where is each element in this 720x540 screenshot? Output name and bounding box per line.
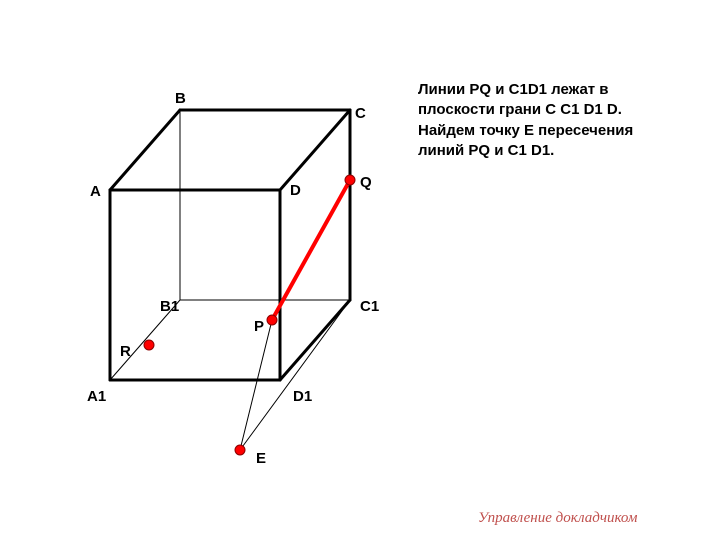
vertex-label: B	[175, 90, 186, 107]
description-text: Линии PQ и C1D1 лежат в плоскости грани …	[418, 80, 678, 161]
vertex-label: D1	[293, 388, 312, 405]
vertex-label: B1	[160, 298, 179, 315]
presenter-control[interactable]: Управление докладчиком	[478, 510, 637, 527]
vertex-label: P	[254, 318, 264, 335]
vertex-label: A1	[87, 388, 106, 405]
vertex-label: C	[355, 105, 366, 122]
vertex-label: D	[290, 182, 301, 199]
vertex-label: R	[120, 343, 131, 360]
vertex-label: Q	[360, 174, 372, 191]
vertex-label: E	[256, 450, 266, 467]
vertex-label: C1	[360, 298, 379, 315]
vertex-label: A	[90, 183, 101, 200]
